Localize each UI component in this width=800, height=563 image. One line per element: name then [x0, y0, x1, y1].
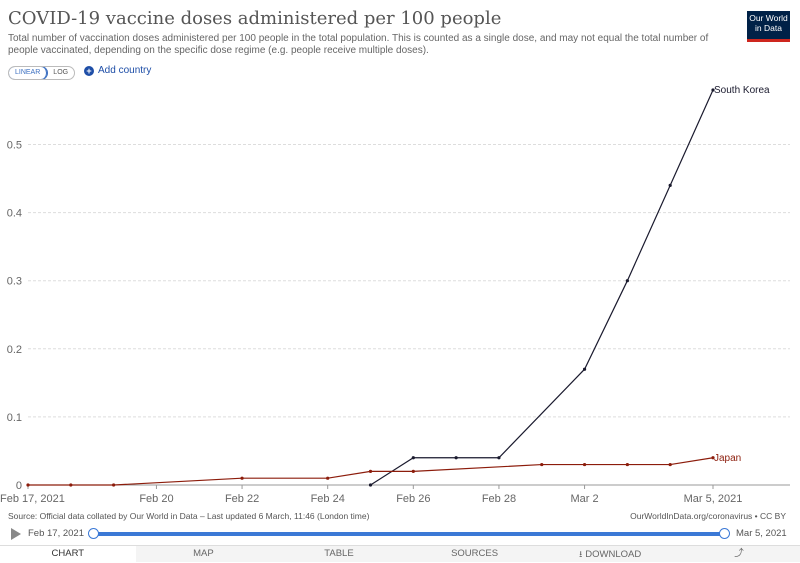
- series-group: South Korea Japan: [26, 85, 770, 487]
- linear-scale-button[interactable]: LINEAR: [9, 67, 49, 79]
- tab-sources[interactable]: SOURCES: [451, 548, 499, 559]
- y-tick-label: 0.1: [7, 412, 22, 424]
- x-tick-label: Mar 2: [571, 493, 599, 505]
- y-axis-ticks: 0 0.1 0.2 0.3 0.4 0.5: [7, 139, 22, 492]
- play-icon[interactable]: [11, 528, 21, 540]
- series-label[interactable]: South Korea: [714, 85, 770, 96]
- tab-map[interactable]: MAP: [193, 548, 214, 559]
- data-point[interactable]: [711, 88, 715, 92]
- logo-line-1: Our World: [749, 13, 788, 23]
- line-chart: 0 0.1 0.2 0.3 0.4 0.5 Feb 17, 2021 Feb 20 Feb 2…: [0, 85, 790, 505]
- tab-bar: CHART MAP TABLE SOURCES ⭳ DOWNLOAD ⤴: [0, 545, 800, 562]
- data-point[interactable]: [368, 483, 373, 487]
- y-tick-label: 0.3: [7, 276, 22, 288]
- timeline-end-handle[interactable]: [719, 528, 730, 539]
- y-tick-label: 0.5: [7, 139, 22, 151]
- series-line-south-korea[interactable]: [370, 89, 714, 486]
- x-tick-label: Feb 24: [311, 493, 345, 505]
- data-point[interactable]: [625, 462, 629, 467]
- tab-chart[interactable]: CHART: [0, 546, 136, 562]
- y-tick-label: 0.4: [7, 208, 22, 220]
- chart-subtitle: Total number of vaccination doses admini…: [8, 33, 709, 56]
- grid-lines: [28, 143, 790, 486]
- x-tick-label: Feb 22: [225, 493, 259, 505]
- data-point[interactable]: [668, 183, 672, 187]
- data-point[interactable]: [668, 462, 672, 467]
- series-line-japan[interactable]: [28, 457, 714, 486]
- logo-line-2: in Data: [755, 23, 782, 33]
- timeline-track[interactable]: [93, 532, 724, 536]
- data-point[interactable]: [240, 476, 244, 480]
- log-scale-button[interactable]: LOG: [53, 69, 69, 76]
- tab-table[interactable]: TABLE: [324, 548, 354, 559]
- data-point[interactable]: [411, 469, 415, 473]
- series-label[interactable]: Japan: [714, 453, 741, 464]
- timeline-end-label: Mar 5, 2021: [736, 528, 787, 539]
- data-point[interactable]: [368, 469, 373, 473]
- data-point[interactable]: [582, 462, 587, 467]
- x-tick-label: Feb 20: [139, 493, 173, 505]
- data-point[interactable]: [411, 456, 415, 460]
- y-tick-label: 0: [16, 480, 22, 492]
- share-icon: ⤴: [734, 548, 744, 559]
- url-license[interactable]: OurWorldInData.org/coronavirus • CC BY: [630, 511, 786, 521]
- chart-title: COVID-19 vaccine doses administered per …: [8, 8, 502, 29]
- x-tick-label: Feb 28: [482, 493, 516, 505]
- x-tick-label: Feb 26: [396, 493, 430, 505]
- add-country-button[interactable]: + Add country: [84, 65, 151, 76]
- add-country-label: Add country: [98, 65, 152, 76]
- plus-circle-icon: +: [84, 65, 94, 76]
- data-point[interactable]: [497, 456, 501, 460]
- owid-logo[interactable]: Our World in Data: [747, 11, 790, 42]
- timeline-start-label: Feb 17, 2021: [28, 528, 84, 539]
- y-tick-label: 0.2: [7, 344, 22, 356]
- x-tick-label: Feb 17, 2021: [0, 493, 65, 505]
- tab-download-label: DOWNLOAD: [585, 549, 642, 560]
- source-note: Source: Official data collated by Our Wo…: [8, 511, 370, 521]
- data-point[interactable]: [711, 456, 715, 460]
- download-icon: ⭳: [579, 549, 583, 559]
- scale-toggle: LINEAR LOG: [8, 66, 76, 80]
- data-point[interactable]: [26, 483, 30, 487]
- timeline: Feb 17, 2021 Mar 5, 2021: [0, 524, 800, 542]
- data-point[interactable]: [540, 462, 544, 467]
- data-point[interactable]: [326, 476, 330, 480]
- x-axis-ticks: Feb 17, 2021 Feb 20 Feb 22 Feb 24 Feb 26 Feb …: [0, 485, 742, 505]
- data-point[interactable]: [582, 367, 587, 371]
- x-tick-label: Mar 5, 2021: [684, 493, 743, 505]
- tab-share[interactable]: ⤴: [678, 546, 800, 562]
- timeline-start-handle[interactable]: [88, 528, 99, 539]
- data-point[interactable]: [69, 483, 73, 487]
- tab-download[interactable]: ⭳ DOWNLOAD: [542, 546, 678, 562]
- data-point[interactable]: [625, 279, 629, 283]
- data-point[interactable]: [454, 456, 458, 460]
- data-point[interactable]: [112, 483, 116, 487]
